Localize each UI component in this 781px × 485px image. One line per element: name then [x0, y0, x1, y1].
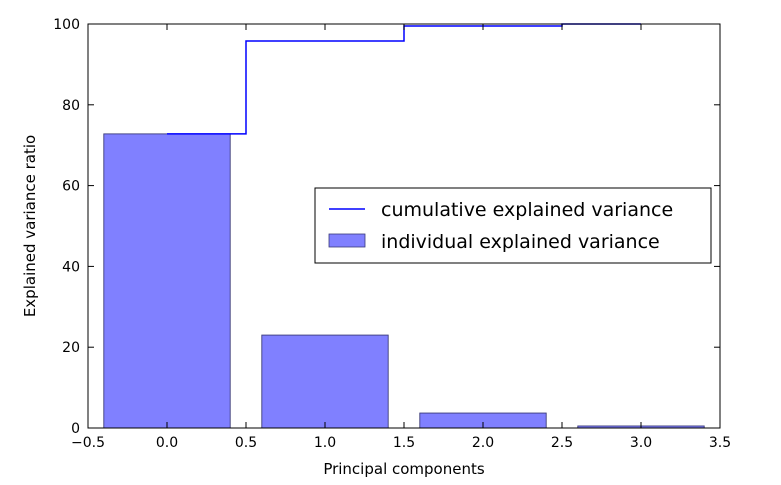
- y-tick-label: 100: [53, 17, 80, 33]
- bars-layer: [103, 133, 705, 429]
- legend-label-cumulative: cumulative explained variance: [381, 199, 673, 221]
- y-tick-label: 0: [71, 421, 80, 437]
- x-tick-label: 3.0: [630, 435, 652, 451]
- x-tick-label: 1.5: [393, 435, 415, 451]
- x-tick-label: 2.5: [551, 435, 573, 451]
- x-tick-label: 1.0: [314, 435, 336, 451]
- x-tick-label: 0.5: [235, 435, 257, 451]
- x-tick-label: 2.0: [472, 435, 494, 451]
- x-tick-label: 3.5: [709, 435, 731, 451]
- cumulative-step-line: [167, 23, 641, 135]
- y-axis-label: Explained variance ratio: [21, 135, 39, 317]
- cumulative-step-layer: [167, 23, 641, 135]
- legend-label-individual: individual explained variance: [381, 231, 660, 253]
- y-tick-label: 20: [62, 340, 80, 356]
- bar-pc-1: [261, 334, 389, 429]
- ticks-layer: −0.5 0.0 0.5 1.0 1.5 2.0 2.5 3.0 3.5 0 20 40 60 80 100: [53, 17, 731, 451]
- bar-pc-0: [103, 133, 231, 429]
- legend-swatch-individual: [328, 233, 366, 248]
- x-tick-label: −0.5: [71, 435, 105, 451]
- y-tick-label: 80: [62, 98, 80, 114]
- x-axis-label: Principal components: [323, 460, 485, 478]
- legend-frame: [314, 187, 712, 264]
- x-tick-label: 0.0: [156, 435, 178, 451]
- legend: cumulative explained variance individual…: [314, 187, 712, 264]
- y-tick-label: 40: [62, 259, 80, 275]
- y-tick-label: 60: [62, 179, 80, 195]
